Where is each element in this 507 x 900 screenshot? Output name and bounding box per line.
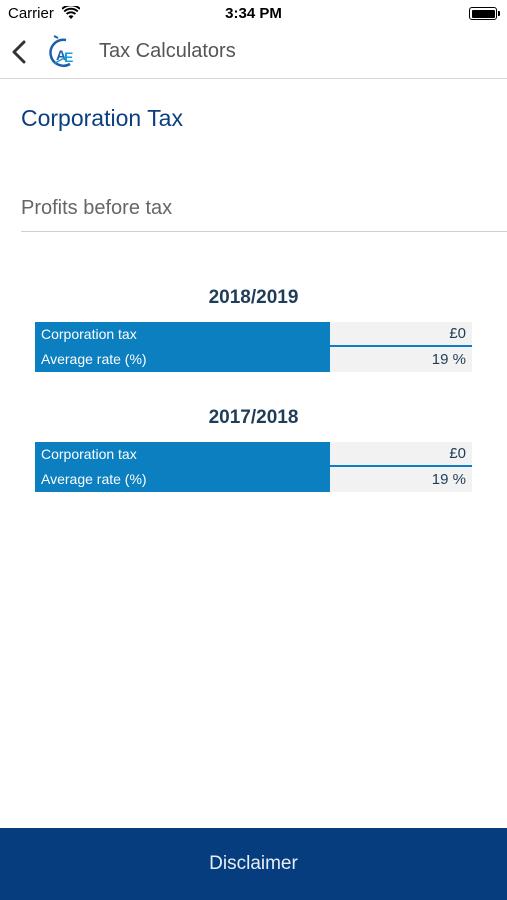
row-value: £0 [330,322,472,347]
row-value: £0 [330,442,472,467]
table-row: Corporation tax £0 [35,322,472,347]
disclaimer-label: Disclaimer [209,853,298,874]
clock: 3:34 PM [225,5,282,22]
year-title: 2018/2019 [208,287,299,308]
nav-bar: A E Tax Calculators [0,28,507,79]
row-value: 19 % [330,467,472,492]
row-label: Corporation tax [35,322,330,347]
chevron-left-icon[interactable] [8,38,32,66]
table-row: Average rate (%) 19 % [35,347,472,372]
year-section-2017-2018: 2017/2018 Corporation tax £0 Average rat… [35,406,472,492]
status-bar: Carrier 3:34 PM [0,0,507,28]
row-label: Average rate (%) [35,467,330,492]
year-title: 2017/2018 [208,407,299,428]
tax-table: Corporation tax £0 Average rate (%) 19 % [35,322,472,372]
row-value: 19 % [330,347,472,372]
table-row: Average rate (%) 19 % [35,467,472,492]
row-label: Average rate (%) [35,347,330,372]
carrier-label: Carrier [8,5,54,22]
nav-title: Tax Calculators [99,40,236,62]
disclaimer-button[interactable]: Disclaimer [0,828,507,900]
page-title: Corporation Tax [21,105,183,131]
svg-text:A: A [56,47,66,63]
ae-logo-icon: A E [49,35,73,67]
tax-table: Corporation tax £0 Average rate (%) 19 % [35,442,472,492]
svg-text:E: E [64,49,73,65]
wifi-icon [62,6,80,19]
battery-icon [469,7,500,20]
profits-before-tax-input[interactable] [21,186,507,232]
row-label: Corporation tax [35,442,330,467]
table-row: Corporation tax £0 [35,442,472,467]
year-section-2018-2019: 2018/2019 Corporation tax £0 Average rat… [35,286,472,372]
